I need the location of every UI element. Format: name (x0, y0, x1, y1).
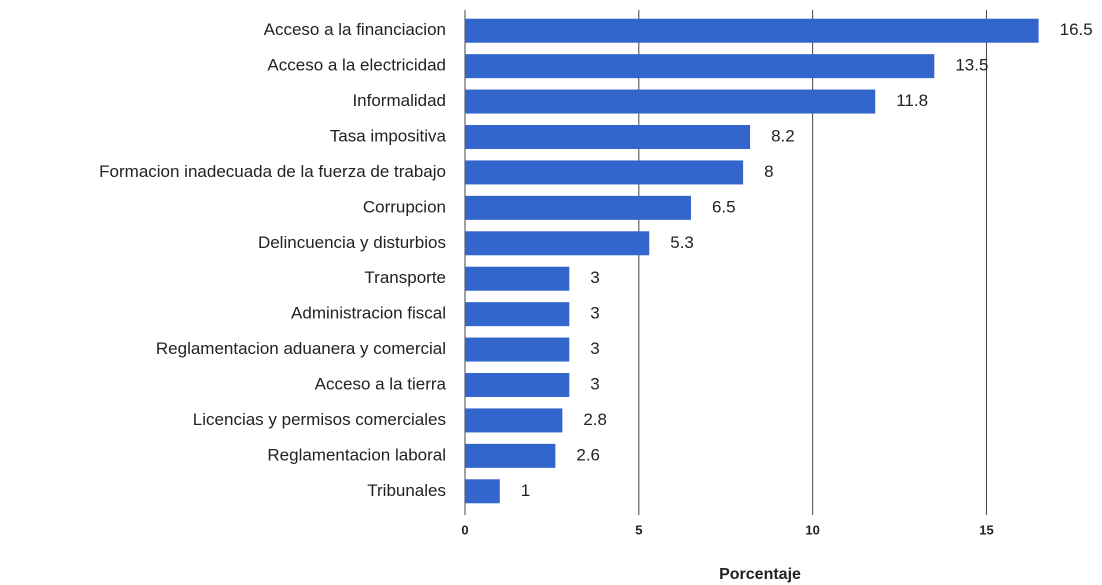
bar (465, 54, 935, 79)
y-tick-label: Tribunales (367, 481, 446, 500)
bar (465, 337, 570, 362)
bar (465, 18, 1039, 43)
y-tick-label: Formacion inadecuada de la fuerza de tra… (99, 162, 446, 181)
y-tick-label: Corrupcion (363, 197, 446, 216)
value-label: 3 (590, 268, 599, 287)
x-axis-label: Porcentaje (719, 566, 801, 583)
bar (465, 125, 751, 149)
value-label: 3 (590, 304, 599, 323)
value-label: 2.8 (583, 410, 607, 429)
x-tick-label: 15 (979, 522, 993, 537)
y-tick-label: Informalidad (352, 91, 446, 110)
bar (465, 443, 556, 468)
y-tick-label: Tasa impositiva (330, 126, 447, 145)
bar (465, 89, 876, 114)
y-tick-label: Reglamentacion laboral (267, 445, 446, 464)
bar (465, 302, 570, 327)
bar (465, 231, 650, 256)
value-label: 3 (590, 374, 599, 393)
value-label: 5.3 (670, 233, 694, 252)
x-tick-label: 5 (635, 522, 642, 537)
value-label: 8.2 (771, 126, 795, 145)
y-tick-label: Acceso a la electricidad (267, 56, 446, 75)
value-label: 1 (521, 481, 530, 500)
y-tick-label: Licencias y permisos comerciales (193, 410, 446, 429)
value-label: 11.8 (896, 91, 928, 110)
y-tick-label: Acceso a la financiacion (264, 20, 446, 39)
bar (465, 408, 563, 433)
bar (465, 195, 691, 220)
x-tick-label: 0 (461, 522, 468, 537)
y-tick-label: Reglamentacion aduanera y comercial (156, 339, 446, 358)
x-tick-label: 10 (805, 522, 819, 537)
value-label: 13.5 (955, 56, 988, 75)
bar (465, 160, 744, 185)
y-tick-label: Transporte (364, 268, 446, 287)
y-tick-label: Acceso a la tierra (315, 374, 447, 393)
bar (465, 373, 570, 397)
y-tick-label: Delincuencia y disturbios (258, 233, 446, 252)
bar (465, 479, 500, 504)
bar (465, 266, 570, 291)
value-label: 6.5 (712, 197, 736, 216)
value-label: 2.6 (576, 445, 600, 464)
y-tick-label: Administracion fiscal (291, 304, 446, 323)
value-label: 3 (590, 339, 599, 358)
value-label: 8 (764, 162, 773, 181)
value-label: 16.5 (1060, 20, 1093, 39)
